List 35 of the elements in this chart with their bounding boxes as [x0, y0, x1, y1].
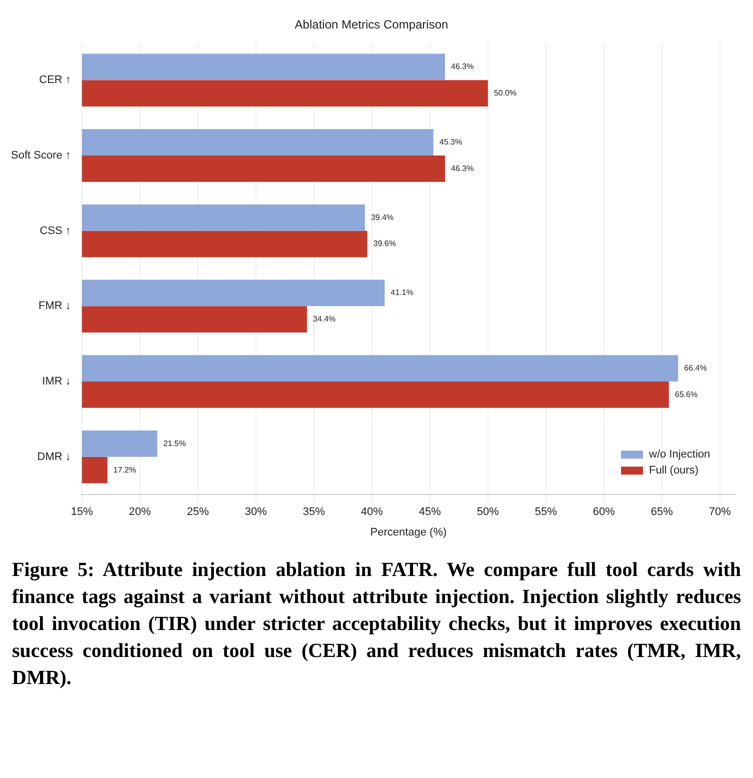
x-axis-title: Percentage (%) — [370, 526, 447, 538]
x-tick-label: 25% — [186, 506, 210, 518]
data-label: 17.2% — [113, 465, 136, 474]
chart-title: Ablation Metrics Comparison — [294, 18, 448, 32]
y-tick-label: CER ↑ — [39, 74, 71, 86]
legend-label: Full (ours) — [649, 464, 699, 477]
x-tick-label: 30% — [244, 506, 268, 518]
x-tick-label: 65% — [650, 506, 674, 518]
y-tick-label: CSS ↑ — [40, 224, 71, 237]
x-tick-label: 40% — [360, 506, 384, 518]
data-label: 39.6% — [373, 239, 396, 248]
data-label: 66.4% — [684, 364, 707, 373]
y-tick-label: DMR ↓ — [37, 450, 71, 463]
x-tick-label: 35% — [302, 506, 326, 518]
caption: Figure 5: Attribute injection ablation in FATR. We compare full tool cards with finance tags against a variant without attribute injection. Injection slightly reduces tool invocation (TIR) under stricter acceptability checks, but it improves execution success conditioned on tool use (CER) and reduces mismatch rates (TMR, IMR, DMR). — [12, 558, 741, 691]
data-label: 41.1% — [390, 288, 414, 298]
legend-label: w/o Injection — [648, 448, 710, 461]
data-label: 45.3% — [439, 137, 462, 146]
x-tick-label: 70% — [708, 506, 732, 518]
data-label: 65.6% — [674, 390, 698, 399]
data-label: 46.3% — [451, 62, 474, 72]
data-label: 34.4% — [312, 314, 336, 324]
data-label: 39.4% — [370, 212, 394, 222]
x-tick-label: 50% — [476, 506, 500, 518]
data-label: 46.3% — [451, 164, 474, 173]
y-tick-label: Soft Score ↑ — [10, 149, 71, 162]
x-tick-label: 55% — [534, 506, 558, 518]
x-tick-label: 60% — [592, 506, 616, 518]
x-tick-label: 15% — [70, 506, 94, 518]
x-tick-label: 45% — [418, 506, 442, 518]
data-label: 50.0% — [494, 88, 517, 98]
y-tick-label: FMR ↓ — [38, 300, 71, 312]
data-label: 21.5% — [163, 438, 186, 448]
y-tick-label: IMR ↓ — [42, 376, 71, 388]
x-tick-label: 20% — [128, 506, 152, 518]
